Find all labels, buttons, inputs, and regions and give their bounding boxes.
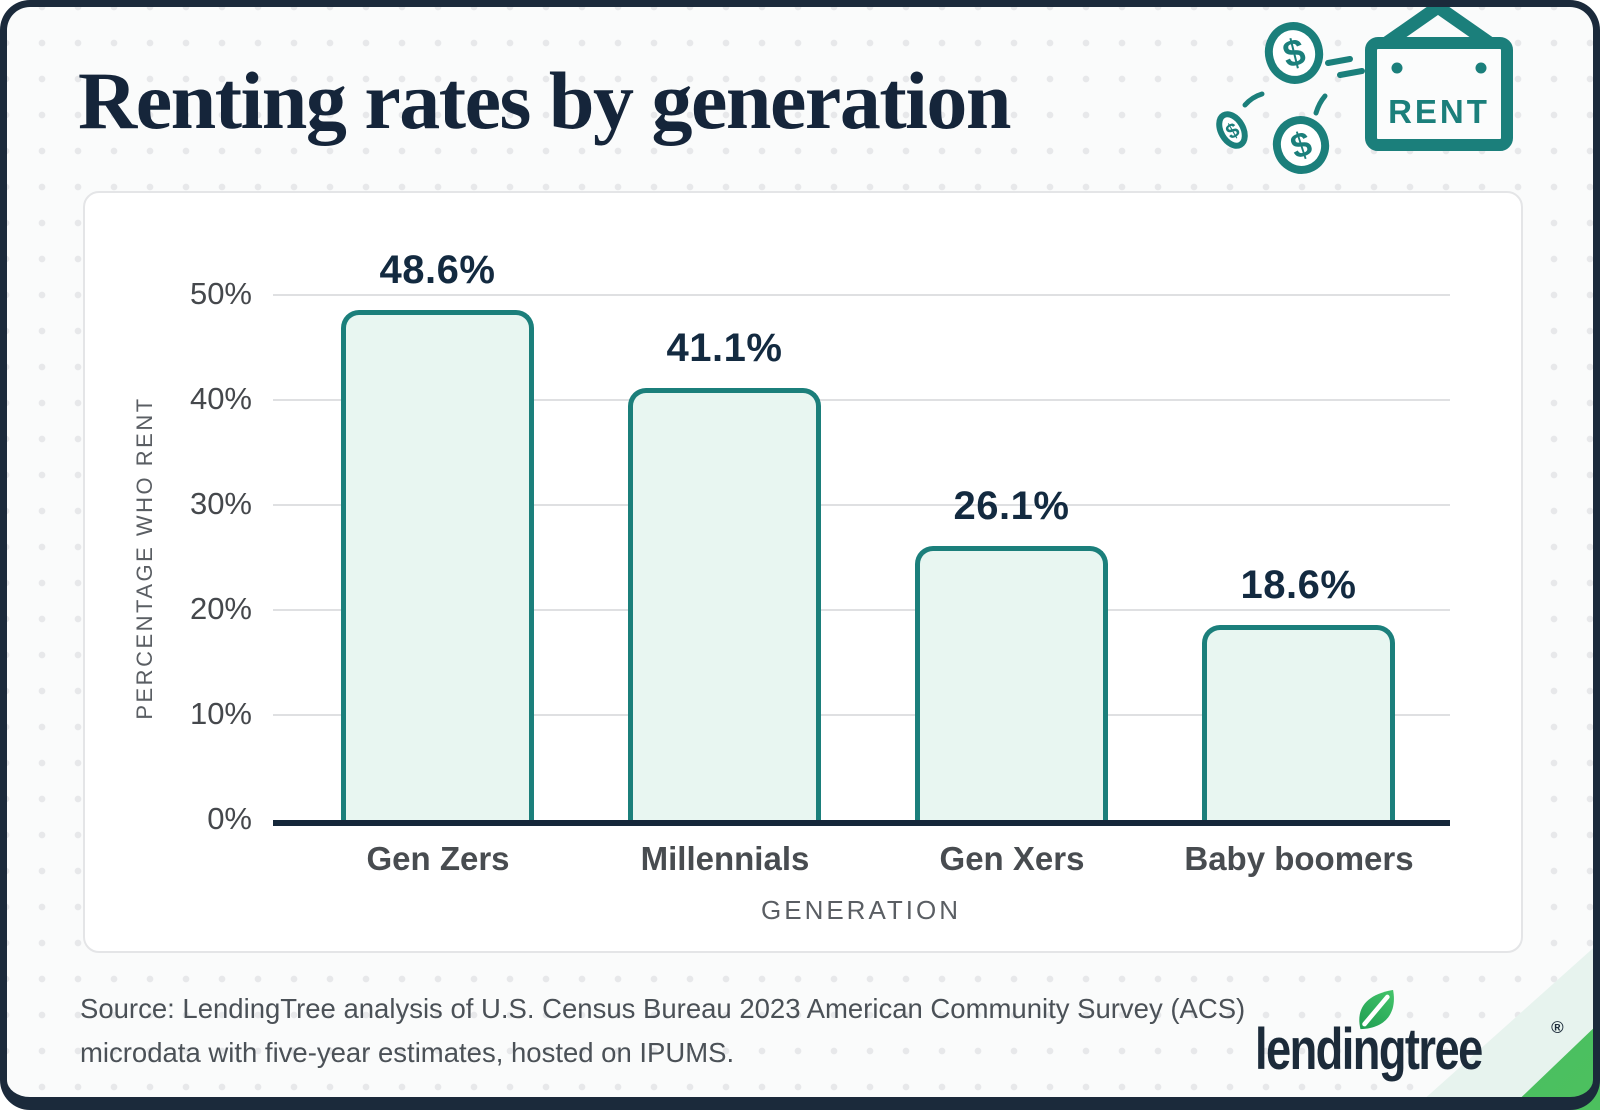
category-label: Gen Xers <box>939 840 1085 877</box>
bar-value-label: 18.6% <box>1240 563 1357 607</box>
y-axis-title: PERCENTAGE WHO RENT <box>132 396 157 720</box>
x-axis-title: GENERATION <box>761 895 961 925</box>
sign-nail-right-icon <box>1475 62 1487 74</box>
bar-value-label: 41.1% <box>666 326 783 370</box>
coin-small-icon: $ <box>1216 111 1248 149</box>
source-note: Source: LendingTree analysis of U.S. Cen… <box>80 987 1245 1075</box>
y-tick-label: 10% <box>189 696 252 731</box>
gridline <box>273 609 1450 611</box>
leaf-icon <box>1353 989 1399 1037</box>
motion-dash-icon <box>1325 56 1353 66</box>
sign-hanger-icon <box>1371 0 1505 57</box>
gridline <box>273 714 1450 716</box>
source-line-2: microdata with five-year estimates, host… <box>80 1037 735 1068</box>
sign-nail-left-icon <box>1391 62 1403 74</box>
gridline <box>273 399 1450 401</box>
bar-value-label: 48.6% <box>379 248 496 292</box>
bar-value-label: 26.1% <box>953 484 1070 528</box>
y-tick-label: 0% <box>207 801 252 836</box>
sign-board-icon <box>1365 37 1513 151</box>
bar <box>915 546 1108 820</box>
category-label: Millennials <box>640 840 810 877</box>
bar <box>628 388 821 820</box>
coin-large-icon: $ <box>1264 22 1324 84</box>
bar <box>341 310 534 820</box>
gridline <box>273 504 1450 506</box>
motion-dash-icon <box>1337 68 1365 78</box>
category-label: Baby boomers <box>1184 840 1414 877</box>
motion-arc-icon <box>1313 93 1328 116</box>
motion-arc-icon <box>1242 91 1265 108</box>
y-tick-label: 20% <box>189 591 252 626</box>
x-axis-line <box>273 820 1450 826</box>
coin-medium-icon: $ <box>1272 116 1330 174</box>
category-label: Gen Zers <box>366 840 510 877</box>
rent-sign-icon: RENT $ $ $ <box>1216 0 1513 174</box>
y-tick-label: 40% <box>189 381 252 416</box>
source-line-1: Source: LendingTree analysis of U.S. Cen… <box>80 993 1246 1024</box>
y-tick-label: 30% <box>189 486 252 521</box>
sign-text: RENT <box>1388 93 1490 130</box>
registered-trademark: ® <box>1551 1018 1564 1037</box>
rent-sign-illustration: RENT $ $ $ <box>1170 0 1515 182</box>
gridline <box>273 294 1450 296</box>
bar <box>1202 625 1395 820</box>
y-tick-label: 50% <box>189 276 252 311</box>
page-title: Renting rates by generation <box>78 55 1012 146</box>
lendingtree-logo: lendingtree ® <box>1255 989 1564 1083</box>
